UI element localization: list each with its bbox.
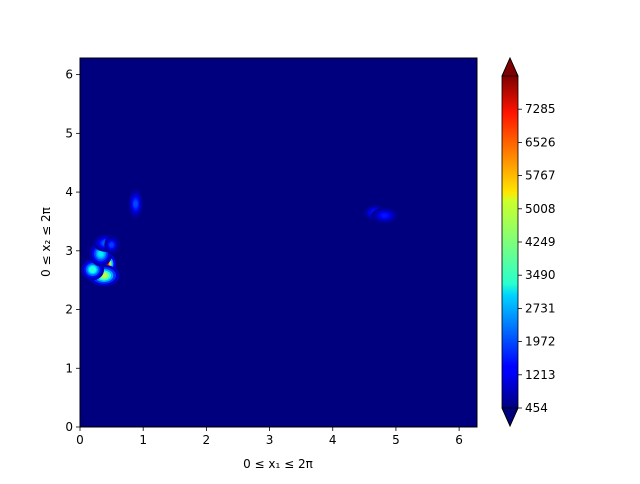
hotspot-5	[104, 236, 119, 254]
y-axis: 0 1 2 3 4 5 6	[65, 68, 80, 434]
colorbar-extend-max	[501, 57, 519, 77]
colorbar-tick-label: 2731	[525, 301, 556, 315]
colorbar-tick-label: 6526	[525, 135, 556, 149]
colorbar-tick-label: 5767	[525, 169, 556, 183]
x-tick-label: 2	[203, 433, 211, 447]
y-tick-label: 2	[65, 303, 73, 317]
colorbar-tick-label: 1213	[525, 368, 556, 382]
x-tick-label: 0	[76, 433, 84, 447]
colorbar-body	[502, 76, 518, 408]
y-tick-label: 6	[65, 68, 73, 82]
colorbar-tick-label: 5008	[525, 202, 556, 216]
colorbar-tick-label: 3490	[525, 268, 556, 282]
y-tick-label: 4	[65, 185, 73, 199]
y-tick-label: 3	[65, 244, 73, 258]
x-axis-label: 0 ≤ x₁ ≤ 2π	[243, 457, 313, 471]
colorbar-tick-label: 1972	[525, 335, 556, 349]
colorbar-extend-min	[501, 407, 519, 427]
colorbar: 454 1213 1972 2731 3490 4249 5008 5767 6526 7285	[501, 57, 556, 427]
x-tick-label: 5	[392, 433, 400, 447]
x-tick-label: 4	[329, 433, 337, 447]
plot-frame	[79, 57, 478, 428]
x-tick-label: 3	[266, 433, 274, 447]
x-tick-label: 6	[455, 433, 463, 447]
y-tick-label: 5	[65, 126, 73, 140]
colorbar-tick-label: 4249	[525, 235, 556, 249]
colorbar-ticks: 454 1213 1972 2731 3490 4249 5008 5767 6526 7285	[518, 102, 556, 415]
plot-background	[80, 58, 477, 427]
y-tick-label: 1	[65, 361, 73, 375]
x-tick-label: 1	[139, 433, 147, 447]
heat-layer	[81, 189, 399, 287]
hotspot-2	[81, 258, 105, 281]
hotspot-3-level-5	[98, 250, 104, 257]
y-axis-label: 0 ≤ x₂ ≤ 2π	[39, 207, 53, 277]
plot-area	[79, 57, 478, 428]
hotspot-8	[371, 207, 399, 224]
x-axis: 0 1 2 3 4 5 6	[76, 427, 463, 447]
hotspot-8-level-5	[381, 213, 388, 218]
colorbar-outline	[501, 57, 519, 427]
colorbar-tick-label: 7285	[525, 102, 556, 116]
colorbar-tick-label: 454	[525, 401, 548, 415]
hotspot-5-level-5	[109, 242, 114, 248]
hotspot-2-level-5	[90, 267, 96, 273]
hotspot-6-level-5	[133, 200, 138, 207]
hotspot-6	[128, 189, 143, 219]
y-tick-label: 0	[65, 420, 73, 434]
